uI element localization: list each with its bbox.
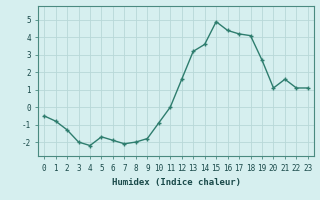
X-axis label: Humidex (Indice chaleur): Humidex (Indice chaleur) xyxy=(111,178,241,187)
